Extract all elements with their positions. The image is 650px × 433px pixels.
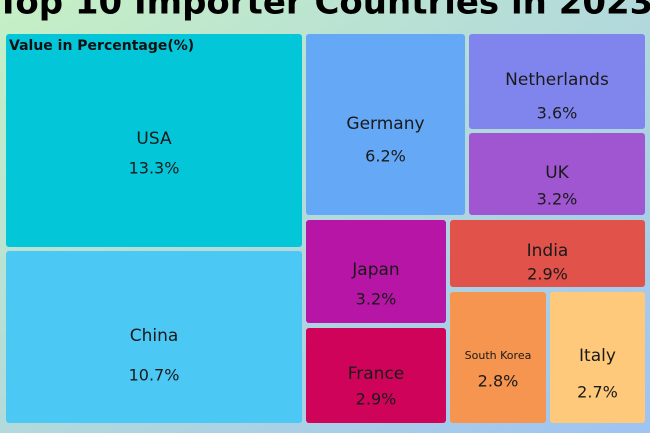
value-label: 13.3%	[129, 159, 180, 178]
tile	[450, 220, 645, 287]
chart-title: Top 10 Importer Countries in 2023	[0, 0, 650, 23]
tile	[469, 34, 645, 129]
tile-label: China	[130, 326, 179, 346]
value-label: 3.6%	[537, 104, 578, 123]
tile	[6, 34, 302, 247]
tile-label: Netherlands	[505, 70, 609, 90]
tile-label: Japan	[351, 260, 399, 280]
value-label: 2.8%	[478, 372, 519, 391]
tile-label: South Korea	[465, 349, 532, 362]
tile	[450, 292, 546, 423]
tile	[550, 292, 645, 423]
tile-label: Germany	[346, 114, 424, 134]
tile	[306, 328, 446, 423]
value-label: 6.2%	[365, 147, 406, 166]
tile-label: UK	[545, 163, 569, 183]
value-label: 2.7%	[577, 383, 618, 402]
tile-label: USA	[136, 129, 172, 149]
value-label: 2.9%	[527, 265, 568, 284]
value-label: 3.2%	[537, 190, 578, 209]
tile	[306, 220, 446, 323]
value-label: 2.9%	[356, 390, 397, 409]
tile-label: Italy	[579, 346, 616, 366]
chart-subtitle: Value in Percentage(%)	[9, 38, 194, 54]
value-label: 10.7%	[129, 366, 180, 385]
tile-label: France	[348, 364, 405, 384]
value-label: 3.2%	[356, 290, 397, 309]
tile	[306, 34, 465, 215]
tile	[6, 251, 302, 423]
tile	[469, 133, 645, 215]
tile-label: India	[527, 241, 569, 261]
